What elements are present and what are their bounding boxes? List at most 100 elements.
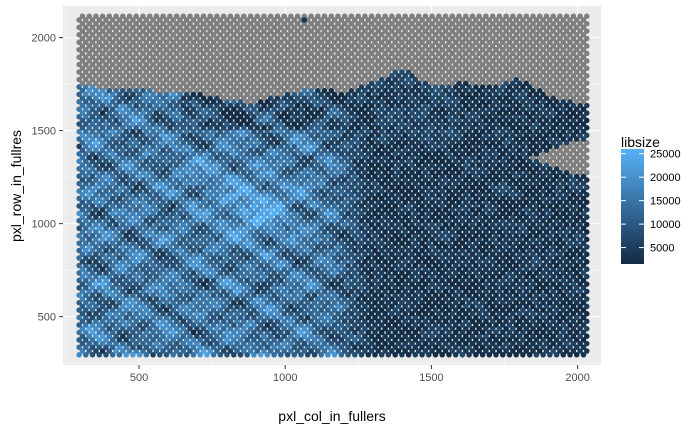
spot-point [86,325,92,332]
spot-point [516,311,523,317]
spot-point [294,340,301,347]
spot-point [284,292,291,298]
spot-point [533,344,540,351]
spot-point [442,340,449,347]
spot-point [415,348,422,354]
spot-point [570,318,577,325]
spot-point [197,314,203,321]
spot-point [520,314,526,321]
spot-point [264,314,271,321]
spot-point [553,322,560,328]
spot-point [103,307,109,313]
spot-point [99,303,106,310]
spot-point [264,344,271,351]
spot-point [432,299,439,306]
spot-point [543,318,550,325]
spot-point [429,340,435,347]
spot-point [291,322,298,328]
spot-point [523,348,530,354]
spot-point [402,311,408,317]
spot-point [399,314,405,321]
spot-point [103,329,109,336]
spot-point [234,303,240,310]
spot-point [385,314,392,321]
spot-point [550,288,556,295]
spot-point [217,292,224,298]
spot-point [402,325,408,332]
spot-point [348,311,355,317]
spot-point [76,344,82,351]
spot-point [358,314,365,321]
spot-point [170,314,176,321]
spot-point [308,333,314,339]
spot-point [389,311,395,317]
spot-point [133,311,139,317]
spot-point [311,344,318,351]
spot-point [510,296,516,302]
spot-point [358,344,365,351]
spot-point [580,329,587,336]
spot-point [315,311,321,317]
spot-point [304,322,311,328]
spot-point [422,325,429,332]
spot-point [304,352,311,358]
spot-point [140,288,146,295]
spot-point [372,307,378,313]
spot-point [493,307,499,313]
spot-point [543,288,550,295]
spot-point [422,311,429,317]
spot-point [355,325,361,332]
spot-point [311,292,318,298]
spot-point [304,329,311,336]
spot-point [210,314,217,321]
spot-point [325,352,331,358]
spot-point [550,325,556,332]
spot-point [570,311,577,317]
spot-point [328,318,335,325]
spot-point [493,322,499,328]
spot-point [372,299,378,306]
spot-point [547,352,553,358]
spot-point [506,292,513,298]
spot-point [392,307,398,313]
spot-point [526,292,533,298]
spot-point [267,318,274,325]
spot-point [214,311,220,317]
spot-point [160,333,166,339]
spot-point [341,288,348,295]
spot-point [113,318,119,325]
spot-point [486,307,493,313]
spot-point [335,348,341,354]
spot-point [173,318,180,325]
spot-point [207,318,213,325]
spot-point [426,314,432,321]
spot-point [140,311,146,317]
spot-point [536,333,543,339]
spot-point [291,299,298,306]
spot-point [281,348,287,354]
spot-point [76,299,82,306]
spot-point [123,352,129,358]
spot-point [308,340,314,347]
spot-point [463,288,469,295]
spot-point [257,337,264,343]
spot-point [251,344,257,351]
spot-point [389,296,395,302]
spot-point [426,344,432,351]
spot-point [257,322,264,328]
spot-point [526,307,533,313]
spot-point [439,344,445,351]
spot-point [183,337,190,343]
spot-point [231,352,237,358]
spot-point [523,288,530,295]
spot-point [385,292,392,298]
spot-point [281,325,287,332]
spot-point [553,307,560,313]
spot-point [560,292,567,298]
spot-point [446,299,452,306]
spot-point [402,288,408,295]
spot-point [163,352,170,358]
spot-point [301,288,308,295]
spot-point [194,311,200,317]
spot-point [99,311,106,317]
